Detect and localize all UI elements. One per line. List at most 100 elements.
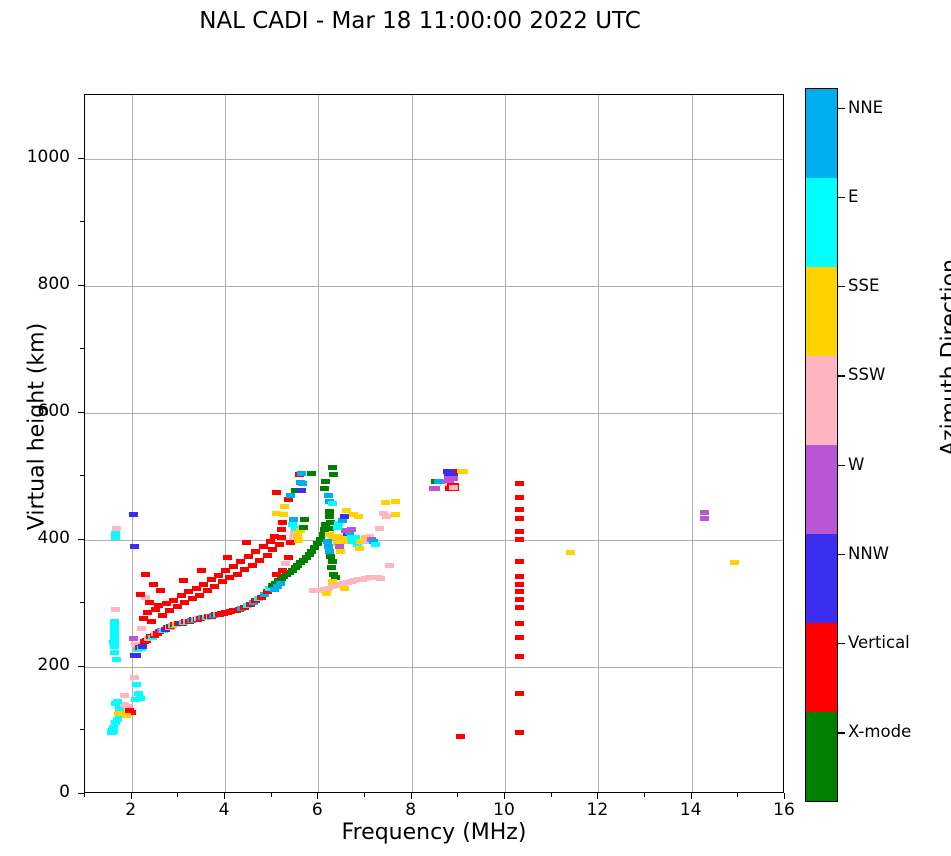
colorbar-label-sse: SSE	[848, 276, 880, 296]
echo-marker	[297, 470, 307, 476]
colorbar-tick	[838, 643, 845, 645]
echo-marker	[322, 590, 332, 596]
echo-marker	[431, 486, 441, 492]
echo-marker	[109, 628, 119, 634]
echo-marker	[271, 572, 281, 578]
echo-marker	[374, 525, 384, 531]
echo-marker	[228, 564, 238, 569]
colorbar-segment-nnw	[806, 534, 837, 623]
echo-marker	[269, 533, 279, 539]
y-axis-minor-tick	[80, 475, 84, 477]
echo-marker	[353, 514, 363, 520]
echo-marker	[384, 562, 394, 568]
echo-marker	[161, 600, 171, 606]
echo-marker	[514, 529, 524, 535]
x-axis-tick	[410, 793, 412, 799]
echo-marker	[259, 591, 269, 597]
echo-marker	[297, 481, 307, 487]
x-axis-tick-label: 16	[773, 800, 795, 820]
echo-marker	[109, 644, 119, 650]
echo-marker	[326, 564, 336, 570]
echo-marker	[334, 520, 344, 526]
echo-marker	[325, 554, 335, 560]
echo-marker	[565, 550, 575, 556]
echo-marker	[114, 711, 124, 717]
echo-marker	[131, 682, 141, 688]
echo-marker	[129, 511, 139, 517]
echo-marker	[131, 652, 141, 658]
colorbar-segment-sse	[806, 267, 837, 356]
gridline-horizontal	[85, 158, 783, 160]
echo-marker	[376, 576, 386, 582]
echo-marker	[136, 626, 146, 632]
x-axis-tick-label: 4	[218, 800, 230, 820]
x-axis-minor-tick	[84, 793, 85, 797]
echo-marker	[514, 635, 524, 641]
echo-marker	[294, 537, 304, 543]
echo-marker	[176, 593, 186, 599]
echo-marker	[285, 492, 295, 498]
echo-marker	[111, 525, 121, 531]
echo-marker	[337, 538, 347, 544]
echo-marker	[141, 594, 151, 600]
echo-marker	[111, 534, 121, 540]
echo-marker	[108, 729, 118, 735]
echo-marker	[391, 511, 401, 517]
echo-marker	[127, 709, 137, 715]
echo-marker	[339, 514, 349, 520]
echo-marker	[240, 567, 250, 573]
echo-marker	[449, 472, 459, 478]
echo-marker	[315, 537, 325, 543]
x-axis-tick-label: 2	[125, 800, 137, 820]
echo-marker	[120, 701, 130, 707]
echo-marker	[135, 591, 145, 597]
echo-marker	[271, 510, 281, 516]
echo-marker	[199, 581, 209, 587]
colorbar-label-w: W	[848, 454, 865, 474]
echo-marker	[119, 693, 129, 698]
echo-marker	[310, 544, 320, 550]
echo-marker	[297, 488, 307, 494]
x-axis-label: Frequency (MHz)	[341, 820, 527, 845]
y-axis-tick	[78, 411, 84, 413]
echo-marker	[296, 560, 306, 566]
echo-marker	[327, 534, 337, 540]
x-axis-tick-label: 6	[311, 800, 323, 820]
echo-marker	[332, 524, 342, 530]
echo-marker	[289, 529, 299, 535]
colorbar-tick	[838, 553, 845, 556]
echo-marker	[339, 585, 349, 591]
echo-marker	[321, 478, 331, 484]
echo-marker	[391, 499, 401, 505]
gridline-vertical	[131, 95, 133, 792]
echo-marker	[293, 562, 303, 568]
echo-marker	[324, 543, 334, 549]
x-axis-minor-tick	[457, 793, 459, 797]
echo-marker	[730, 560, 740, 566]
echo-marker	[285, 540, 295, 546]
y-axis-minor-tick	[80, 602, 84, 604]
echo-marker	[123, 704, 133, 710]
echo-marker	[111, 701, 121, 707]
x-axis-tick	[784, 793, 785, 799]
x-axis-tick	[317, 793, 319, 799]
echo-marker	[275, 581, 285, 587]
echo-marker	[327, 501, 337, 507]
echo-marker	[700, 516, 710, 522]
echo-marker	[147, 635, 157, 641]
echo-marker	[266, 538, 276, 544]
echo-marker	[332, 541, 342, 547]
echo-marker	[278, 567, 288, 573]
echo-marker	[121, 712, 131, 718]
echo-marker	[111, 656, 121, 662]
echo-marker	[514, 480, 524, 486]
x-axis-minor-tick	[177, 793, 179, 797]
echo-marker	[307, 548, 317, 554]
echo-marker	[221, 568, 231, 574]
echo-marker	[307, 471, 317, 477]
x-axis-tick-label: 14	[679, 800, 702, 820]
echo-marker	[450, 482, 460, 488]
echo-marker	[258, 543, 268, 549]
colorbar	[805, 88, 838, 802]
